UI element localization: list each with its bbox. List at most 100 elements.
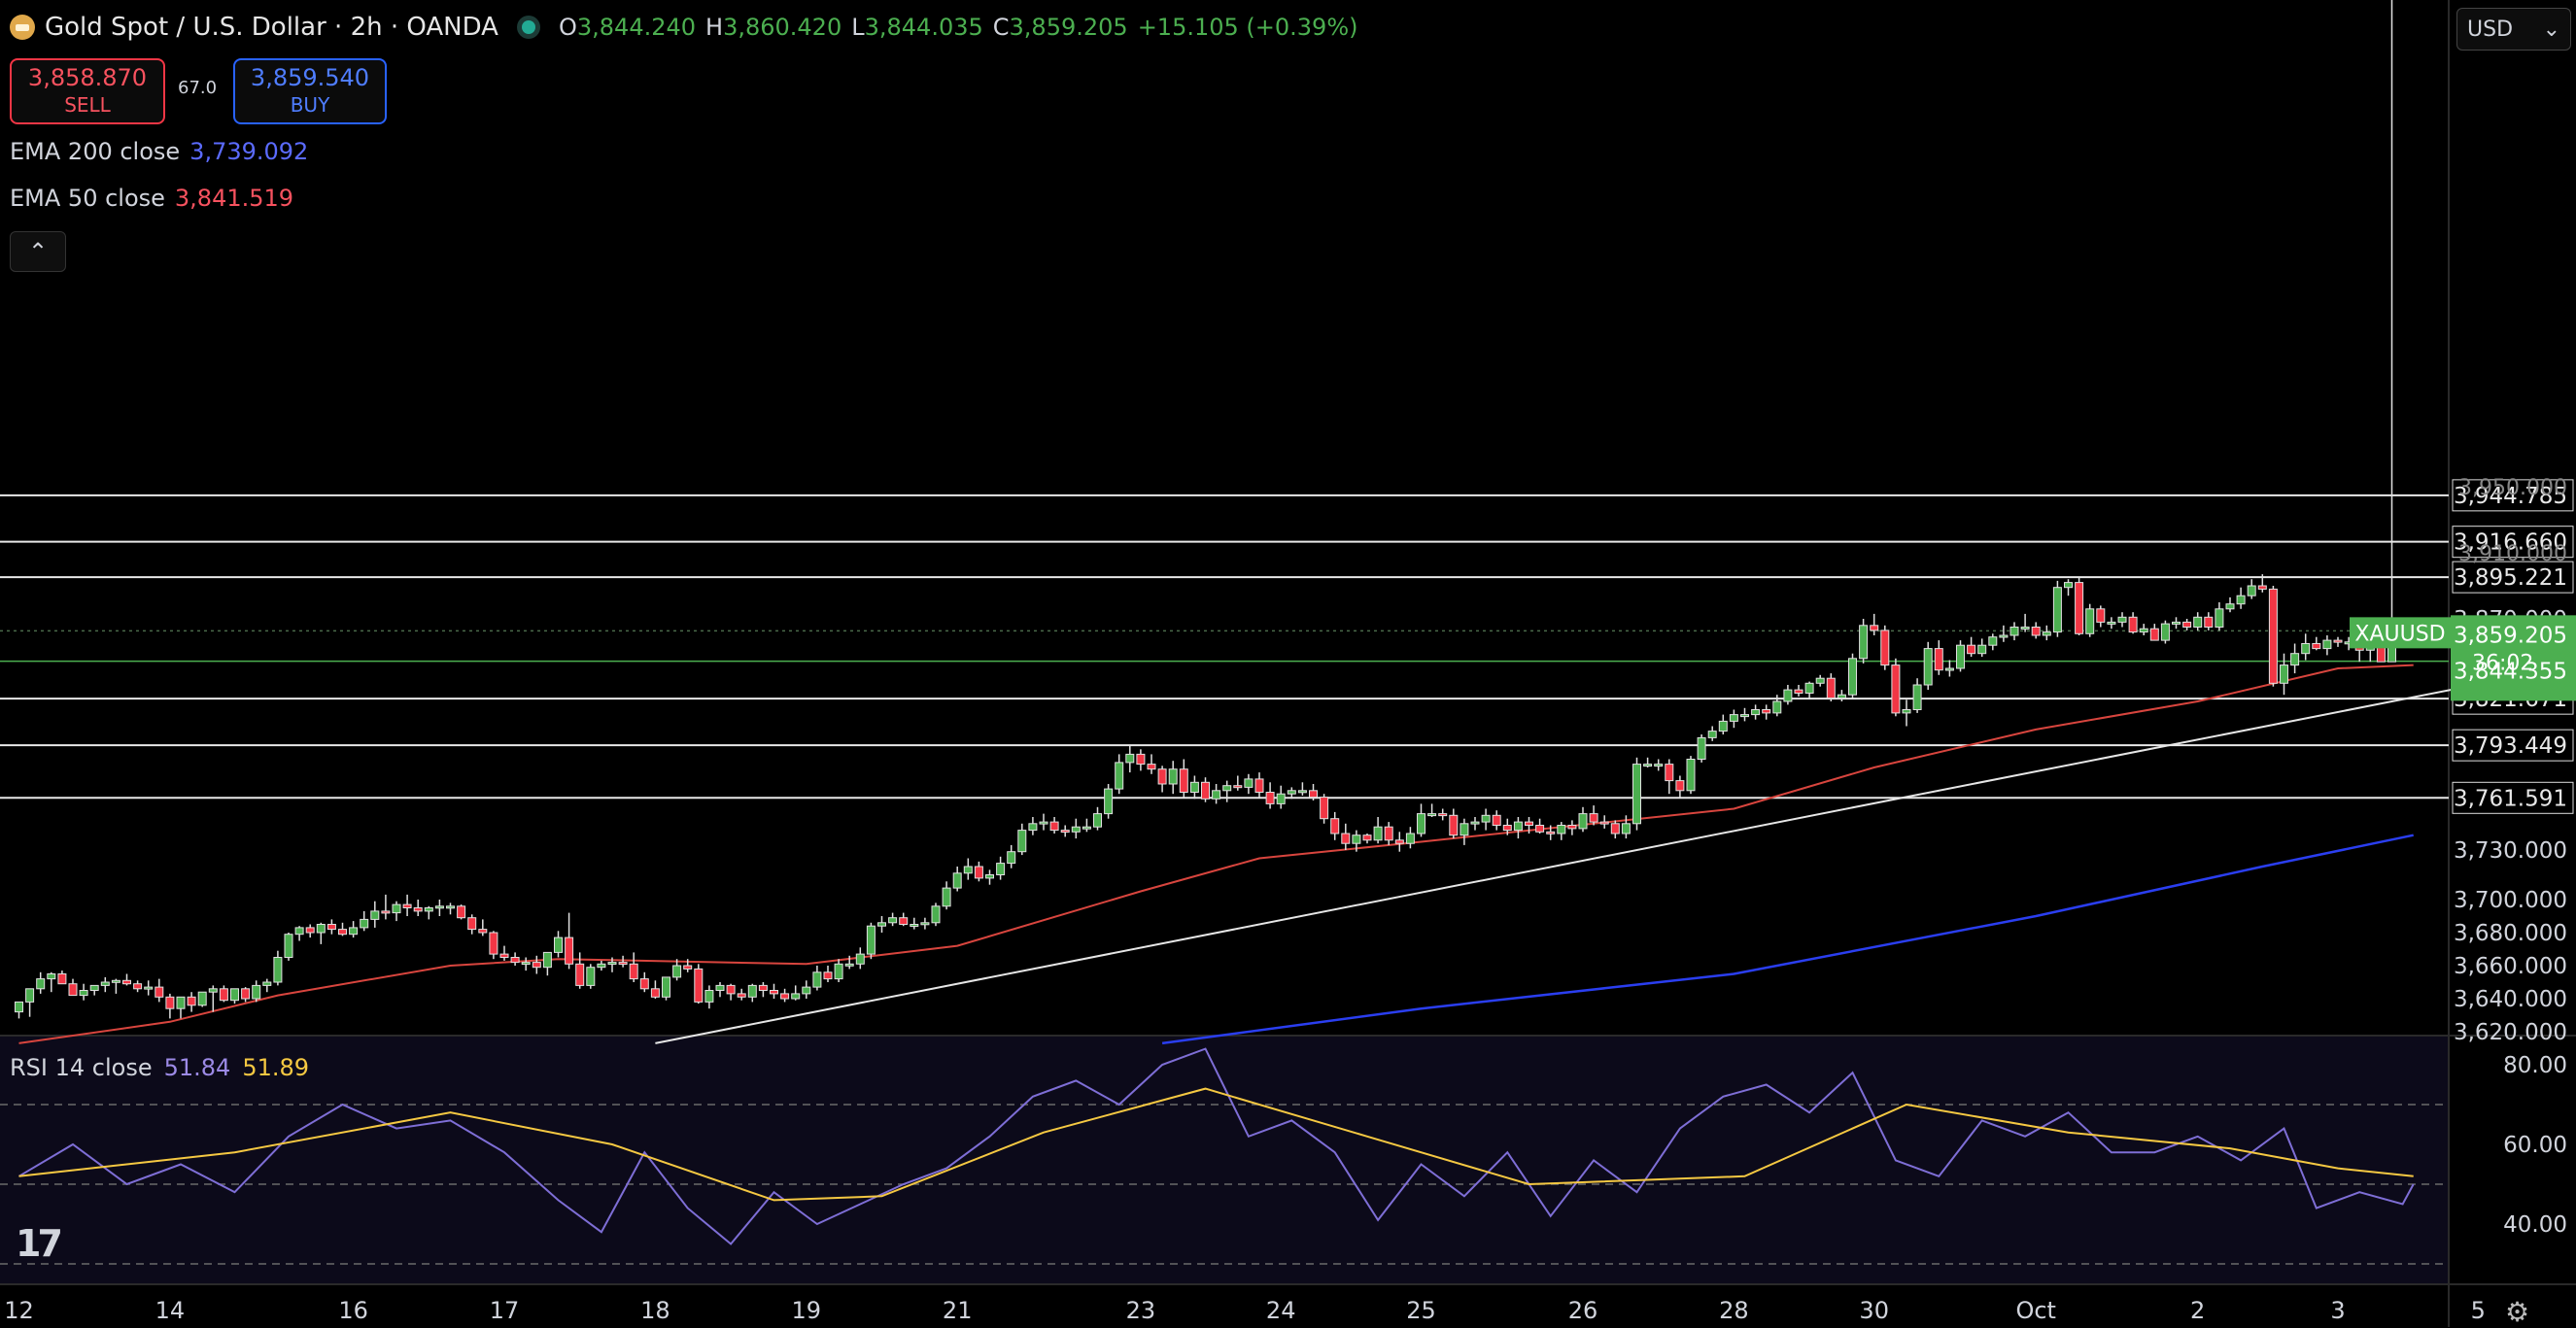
rsi-legend[interactable]: RSI 14 close 51.84 51.89 — [10, 1054, 309, 1081]
candle-body — [1707, 731, 1717, 738]
candle-body — [489, 932, 498, 955]
candle-body — [1967, 644, 1976, 655]
buy-button[interactable]: 3,859.540 BUY — [233, 58, 387, 124]
candle-body — [1276, 793, 1286, 804]
price-tick-label-partial: 3,910.000 — [2458, 542, 2567, 566]
time-tick-label: 12 — [4, 1297, 34, 1324]
price-tick-label: 3,730.000 — [2454, 838, 2567, 864]
price-tick-label: 3,620.000 — [2454, 1020, 2567, 1045]
candle-body — [1297, 790, 1307, 794]
candle-body — [1481, 814, 1491, 823]
price-tick-label-partial: 3,950.000 — [2458, 476, 2567, 500]
symbol-tag-label: XAUUSD — [2354, 622, 2445, 646]
candle-body — [100, 981, 110, 986]
level-label-box — [2452, 729, 2574, 762]
candle-body — [618, 962, 628, 966]
ema50-legend[interactable]: EMA 50 close 3,841.519 — [10, 185, 304, 212]
time-tick-label: 30 — [1859, 1297, 1889, 1324]
candle-body — [1870, 625, 1879, 631]
candle-body — [155, 986, 164, 998]
candle-body — [1891, 664, 1901, 714]
candle-body — [920, 922, 930, 926]
ema50-line — [18, 664, 2414, 1044]
candle-body — [187, 996, 196, 1006]
rsi-ma-line — [18, 1087, 2414, 1202]
candle-body — [2268, 588, 2278, 684]
candle-body — [360, 918, 369, 929]
high-value: 3,860.420 — [723, 14, 842, 41]
symbol-title[interactable]: Gold Spot / U.S. Dollar · 2h · OANDA — [45, 13, 498, 42]
candle-body — [2042, 631, 2051, 636]
candle-body — [1944, 667, 1954, 671]
time-tick-label: 23 — [1126, 1297, 1156, 1324]
candle-body — [2107, 621, 2116, 625]
rsi-label: RSI 14 close — [10, 1054, 153, 1081]
candle-body — [197, 991, 207, 1006]
chevron-down-icon: ⌄ — [2542, 17, 2560, 42]
currency-select[interactable]: USD ⌄ — [2456, 8, 2571, 51]
open-value: 3,844.240 — [576, 14, 697, 41]
candle-body — [1599, 821, 1609, 825]
candle-body — [15, 1001, 23, 1013]
candle-body — [910, 924, 919, 927]
buy-label: BUY — [290, 93, 330, 117]
candle-body — [1287, 790, 1296, 795]
candle-body — [1115, 762, 1124, 790]
candle-body — [284, 934, 293, 959]
candle-body — [165, 996, 175, 1009]
candle-body — [144, 986, 154, 990]
sell-button[interactable]: 3,858.870 SELL — [10, 58, 165, 124]
time-tick-label: 16 — [338, 1297, 368, 1324]
symbol-tag — [2350, 617, 2451, 649]
candle-body — [1330, 818, 1340, 834]
price-tick-label: 3,660.000 — [2454, 954, 2567, 979]
candle-body — [36, 978, 46, 990]
candle-body — [2333, 639, 2343, 643]
candle-body — [597, 963, 606, 969]
low-key: L — [851, 14, 865, 41]
candle-body — [176, 996, 186, 1009]
candle-body — [1449, 814, 1459, 836]
ema200-legend[interactable]: EMA 200 close 3,739.092 — [10, 138, 319, 165]
time-tick-label: 5 — [2471, 1297, 2486, 1324]
candle-body — [2236, 595, 2246, 605]
candle-body — [2182, 621, 2192, 629]
time-tick-label: 19 — [792, 1297, 822, 1324]
candle-body — [370, 910, 380, 920]
time-tick-label: 17 — [490, 1297, 520, 1324]
candle-body — [2257, 585, 2267, 590]
candle-body — [2290, 653, 2300, 666]
collapse-legend-button[interactable]: ⌃ — [10, 231, 66, 272]
candle-body — [1320, 797, 1329, 820]
candle-body — [1341, 833, 1351, 844]
candle-body — [1082, 826, 1091, 830]
time-tick-label: 14 — [155, 1297, 186, 1324]
rsi-tick-label: 60.00 — [2503, 1133, 2567, 1158]
candle-body — [1147, 764, 1156, 770]
candle-body — [629, 963, 638, 980]
rsi-ma-value: 51.89 — [242, 1054, 310, 1081]
candle-body — [1654, 764, 1664, 767]
tradingview-logo-icon: 17 — [16, 1222, 63, 1265]
candle-body — [1039, 821, 1048, 825]
currency-label: USD — [2467, 17, 2514, 42]
candle-body — [2085, 608, 2095, 634]
candle-body — [2149, 628, 2159, 641]
level-label: 3,895.221 — [2454, 565, 2567, 591]
candle-body — [2117, 616, 2127, 623]
candle-body — [413, 907, 423, 912]
candle-body — [241, 988, 251, 1000]
candle-body — [89, 984, 99, 992]
candle-body — [1902, 709, 1911, 714]
rsi-tick-label: 80.00 — [2503, 1053, 2567, 1078]
candle-body — [1610, 823, 1620, 834]
gear-icon[interactable]: ⚙ — [2505, 1296, 2530, 1328]
candle-body — [1201, 781, 1210, 800]
candle-body — [1525, 821, 1533, 826]
candle-body — [1007, 851, 1016, 865]
candle-body — [639, 978, 649, 990]
candle-body — [2139, 628, 2148, 633]
sell-label: SELL — [64, 93, 111, 117]
candle-body — [1233, 785, 1243, 789]
